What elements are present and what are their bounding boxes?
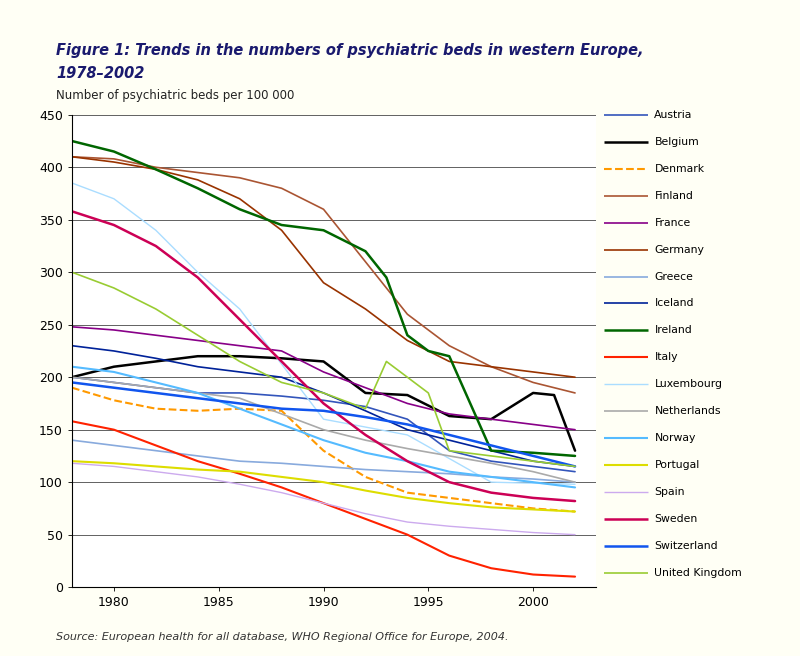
Text: Norway: Norway [654,433,696,443]
Text: Austria: Austria [654,110,693,120]
Text: Belgium: Belgium [654,136,699,147]
Text: Switzerland: Switzerland [654,541,718,551]
Text: Ireland: Ireland [654,325,692,335]
Text: Portugal: Portugal [654,460,700,470]
Text: Iceland: Iceland [654,298,694,308]
Text: Luxembourg: Luxembourg [654,379,722,389]
Text: Sweden: Sweden [654,514,698,524]
Text: Netherlands: Netherlands [654,406,721,417]
Text: 1978–2002: 1978–2002 [56,66,144,81]
Text: Germany: Germany [654,245,704,255]
Text: Source: European health for all database, WHO Regional Office for Europe, 2004.: Source: European health for all database… [56,632,509,642]
Text: Finland: Finland [654,191,694,201]
Text: Italy: Italy [654,352,678,362]
Text: France: France [654,218,690,228]
Text: Number of psychiatric beds per 100 000: Number of psychiatric beds per 100 000 [56,89,294,102]
Text: Spain: Spain [654,487,685,497]
Text: Figure 1: Trends in the numbers of psychiatric beds in western Europe,: Figure 1: Trends in the numbers of psych… [56,43,643,58]
Text: Denmark: Denmark [654,164,705,174]
Text: Greece: Greece [654,272,694,281]
Text: United Kingdom: United Kingdom [654,568,742,578]
